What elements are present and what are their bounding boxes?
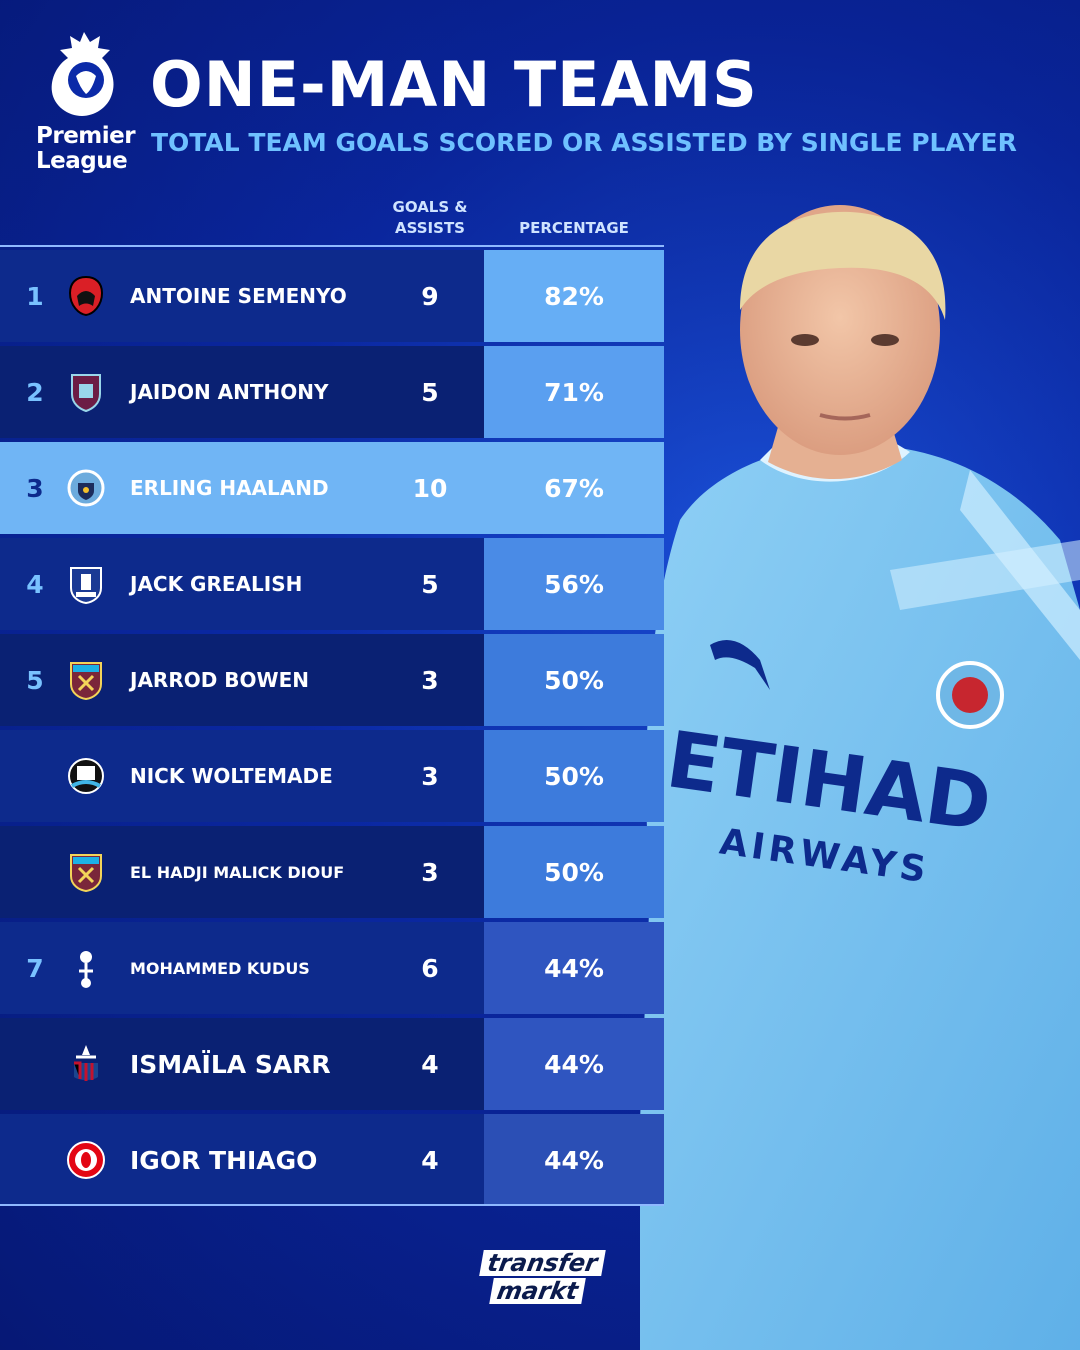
transfermarkt-logo: transfer markt	[461, 1248, 619, 1306]
percentage-cell: 44%	[484, 1018, 664, 1110]
table-row: 2 JAIDON ANTHONY 5 71%	[0, 346, 664, 438]
percentage-cell: 67%	[484, 442, 664, 534]
goals-assists: 10	[412, 473, 448, 503]
west-ham-badge-icon	[66, 850, 106, 894]
rank: 1	[26, 281, 44, 311]
player-name: ISMAÏLA SARR	[130, 1049, 331, 1079]
goals-assists: 3	[421, 761, 439, 791]
table-row: 1 ANTOINE SEMENYO 9 82%	[0, 250, 664, 342]
player-name: JAIDON ANTHONY	[130, 380, 329, 404]
bournemouth-badge-icon	[66, 274, 106, 318]
column-header-ga-line1: GOALS &	[392, 198, 468, 216]
percentage-cell: 56%	[484, 538, 664, 630]
rank: 4	[26, 569, 44, 599]
everton-badge-icon	[66, 562, 106, 606]
rank: 3	[26, 473, 44, 503]
player-name: NICK WOLTEMADE	[130, 764, 333, 788]
footer-divider	[0, 1204, 664, 1206]
header-divider	[0, 245, 664, 247]
player-name: JACK GREALISH	[130, 572, 303, 596]
rank: 7	[26, 953, 44, 983]
column-header-ga-line2: ASSISTS	[395, 219, 465, 237]
table-row: 4 JACK GREALISH 5 56%	[0, 538, 664, 630]
player-name: JARROD BOWEN	[130, 668, 309, 692]
logo-text-line1: Premier	[36, 123, 136, 149]
man-city-badge-icon	[66, 466, 106, 510]
column-header-goals-assists: GOALS & ASSISTS	[380, 197, 480, 239]
player-name: ERLING HAALAND	[130, 476, 329, 500]
goals-assists: 4	[421, 1145, 439, 1175]
table-row: 5 JARROD BOWEN 3 50%	[0, 634, 664, 726]
transfermarkt-logo-line1: transfer	[479, 1249, 606, 1277]
player-name: ANTOINE SEMENYO	[130, 284, 347, 308]
table-row: NICK WOLTEMADE 3 50%	[0, 730, 664, 822]
percentage-cell: 50%	[484, 730, 664, 822]
goals-assists: 3	[421, 857, 439, 887]
player-photo: ETIHAD AIRWAYS	[640, 205, 1080, 1350]
column-header-percentage: PERCENTAGE	[519, 219, 629, 237]
player-name: EL HADJI MALICK DIOUF	[130, 862, 345, 882]
percentage-cell: 82%	[484, 250, 664, 342]
lion-crest-icon	[51, 32, 114, 116]
goals-assists: 5	[421, 377, 439, 407]
page-subtitle: TOTAL TEAM GOALS SCORED OR ASSISTED BY S…	[151, 128, 1017, 157]
rank: 2	[26, 377, 44, 407]
page-title: ONE-MAN TEAMS	[150, 48, 758, 121]
player-name: MOHAMMED KUDUS	[130, 958, 310, 978]
tottenham-badge-icon	[66, 946, 106, 990]
table-row: 7 MOHAMMED KUDUS 6 44%	[0, 922, 664, 1014]
rank: 5	[26, 665, 44, 695]
premier-league-logo: Premier League	[36, 28, 136, 174]
ranking-table: 1 ANTOINE SEMENYO 9 82% 2 JAIDON ANTHONY…	[0, 250, 664, 1210]
percentage-cell: 44%	[484, 1114, 664, 1206]
table-row: ISMAÏLA SARR 4 44%	[0, 1018, 664, 1110]
table-row-highlighted: 3 ERLING HAALAND 10 67%	[0, 442, 664, 534]
goals-assists: 9	[421, 281, 439, 311]
table-row: IGOR THIAGO 4 44%	[0, 1114, 664, 1206]
goals-assists: 5	[421, 569, 439, 599]
percentage-cell: 50%	[484, 826, 664, 918]
percentage-cell: 50%	[484, 634, 664, 726]
goals-assists: 3	[421, 665, 439, 695]
percentage-cell: 44%	[484, 922, 664, 1014]
player-name: IGOR THIAGO	[130, 1145, 318, 1175]
transfermarkt-logo-line2: markt	[488, 1277, 587, 1305]
percentage-cell: 71%	[484, 346, 664, 438]
west-ham-badge-icon	[66, 658, 106, 702]
goals-assists: 6	[421, 953, 439, 983]
table-row: EL HADJI MALICK DIOUF 3 50%	[0, 826, 664, 918]
crystal-palace-badge-icon	[66, 1042, 106, 1086]
logo-text-line2: League	[36, 148, 128, 174]
newcastle-badge-icon	[66, 754, 106, 798]
brentford-badge-icon	[66, 1138, 106, 1182]
burnley-badge-icon	[66, 370, 106, 414]
goals-assists: 4	[421, 1049, 439, 1079]
